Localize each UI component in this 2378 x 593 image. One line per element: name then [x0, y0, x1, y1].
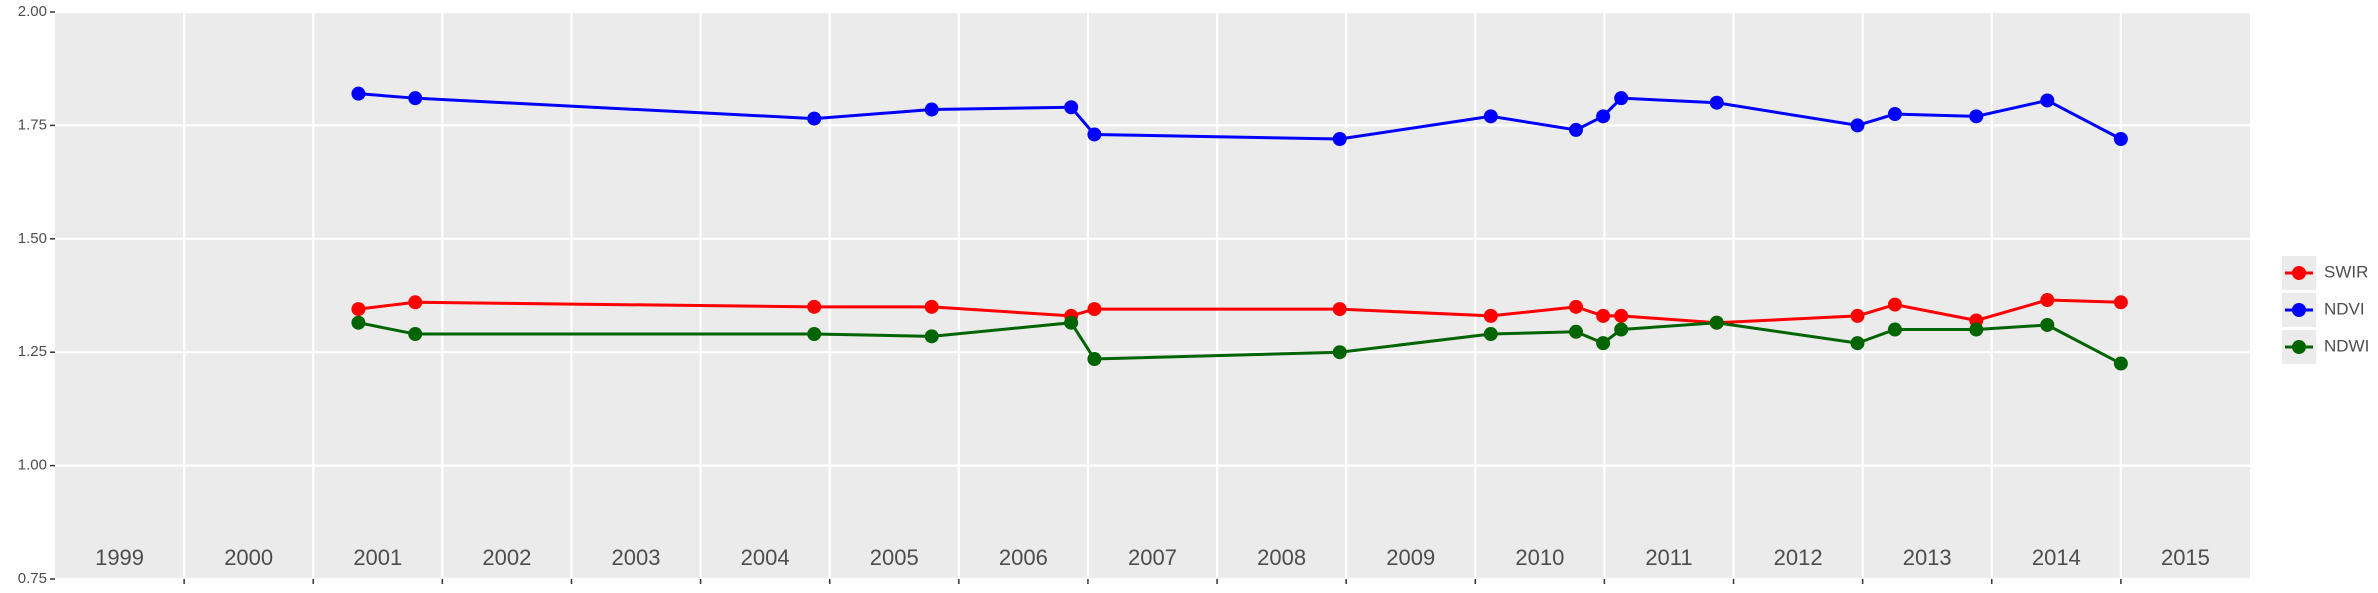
data-point	[1087, 127, 1102, 142]
legend-point	[2292, 303, 2306, 317]
data-point	[1569, 324, 1584, 339]
year-label: 2012	[1774, 545, 1823, 570]
data-point	[1569, 122, 1584, 137]
data-point	[1596, 308, 1611, 323]
data-point	[1709, 95, 1724, 110]
year-label: 2002	[482, 545, 531, 570]
data-point	[1596, 336, 1611, 351]
year-label: 1999	[95, 545, 144, 570]
legend-label: SWIR	[2324, 262, 2368, 281]
data-point	[408, 327, 423, 342]
data-point	[408, 91, 423, 106]
year-label: 2008	[1257, 545, 1306, 570]
data-point	[1064, 315, 1079, 330]
data-point	[1483, 327, 1498, 342]
data-point	[1483, 109, 1498, 124]
legend-point	[2292, 266, 2306, 280]
year-label: 2004	[741, 545, 790, 570]
year-label: 2003	[612, 545, 661, 570]
plot-panel	[55, 12, 2250, 579]
year-label: 2009	[1386, 545, 1435, 570]
data-point	[2113, 295, 2128, 310]
year-label: 2000	[224, 545, 273, 570]
year-label: 2005	[870, 545, 919, 570]
y-tick-label: 1.00	[18, 457, 47, 474]
data-point	[1614, 91, 1629, 106]
data-point	[1850, 118, 1865, 133]
y-tick-label: 0.75	[18, 570, 47, 587]
data-point	[924, 102, 939, 117]
data-point	[1887, 297, 1902, 312]
data-point	[807, 111, 822, 126]
data-point	[2040, 317, 2055, 332]
year-label: 2013	[1903, 545, 1952, 570]
data-point	[1332, 132, 1347, 147]
data-point	[1850, 308, 1865, 323]
data-point	[807, 299, 822, 314]
data-point	[351, 302, 366, 317]
year-label: 2007	[1128, 545, 1177, 570]
data-point	[2040, 293, 2055, 308]
data-point	[1709, 315, 1724, 330]
data-point	[1969, 322, 1984, 337]
data-point	[807, 327, 822, 342]
data-point	[2113, 356, 2128, 371]
legend-label: NDVI	[2324, 299, 2365, 318]
year-label: 2015	[2161, 545, 2210, 570]
data-point	[924, 299, 939, 314]
data-point	[1332, 302, 1347, 317]
data-point	[408, 295, 423, 310]
y-tick-label: 1.25	[18, 343, 47, 360]
year-label: 2001	[353, 545, 402, 570]
data-point	[2040, 93, 2055, 108]
data-point	[2113, 132, 2128, 147]
data-point	[1969, 109, 1984, 124]
data-point	[351, 86, 366, 101]
data-point	[1596, 109, 1611, 124]
data-point	[1332, 345, 1347, 360]
legend-point	[2292, 340, 2306, 354]
year-label: 2006	[999, 545, 1048, 570]
y-tick-label: 2.00	[18, 3, 47, 20]
y-tick-label: 1.50	[18, 230, 47, 247]
year-label: 2010	[1515, 545, 1564, 570]
data-point	[1614, 322, 1629, 337]
year-label: 2014	[2032, 545, 2081, 570]
data-point	[1087, 302, 1102, 317]
data-point	[1850, 336, 1865, 351]
data-point	[1887, 107, 1902, 122]
legend-label: NDWI	[2324, 336, 2369, 355]
data-point	[924, 329, 939, 344]
data-point	[1614, 308, 1629, 323]
year-label: 2011	[1645, 545, 1692, 570]
data-point	[1887, 322, 1902, 337]
data-point	[1569, 299, 1584, 314]
data-point	[1483, 308, 1498, 323]
y-tick-label: 1.75	[18, 116, 47, 133]
data-point	[1087, 352, 1102, 367]
data-point	[1064, 100, 1079, 115]
data-point	[351, 315, 366, 330]
